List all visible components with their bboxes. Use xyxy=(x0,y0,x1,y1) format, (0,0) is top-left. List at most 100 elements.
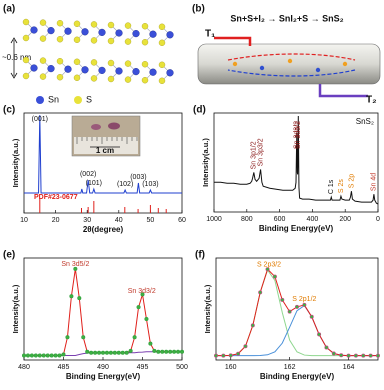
data-point xyxy=(85,349,90,354)
cold-wire xyxy=(318,84,368,98)
x-tick-label: 40 xyxy=(115,217,123,224)
particle xyxy=(315,67,321,73)
atom-sn xyxy=(166,31,174,39)
data-point xyxy=(353,353,358,358)
x-tick-label: 164 xyxy=(343,364,355,371)
ruler xyxy=(74,137,138,154)
atom-s xyxy=(124,76,132,83)
peak-label: (101) xyxy=(86,180,102,187)
data-point xyxy=(272,274,277,279)
peak-label: S 2s xyxy=(338,179,345,194)
hot-end-label: T₁ xyxy=(205,29,215,40)
panel-label: (d) xyxy=(193,105,206,116)
data-point xyxy=(140,292,145,297)
data-point xyxy=(280,297,285,302)
data-point xyxy=(89,350,94,355)
panel-b: (b) Sn+S+I₂ → SnI₂+S → SnS₂ T₁ T₂ xyxy=(192,4,381,106)
plot-frame xyxy=(215,257,379,361)
atom-sn xyxy=(115,29,123,37)
data-point xyxy=(176,349,181,354)
tube xyxy=(197,43,381,85)
x-tick-label: 50 xyxy=(147,217,155,224)
y-axis-label: Intensity(a.u.) xyxy=(11,138,20,187)
data-point xyxy=(180,349,185,354)
data-point xyxy=(112,350,117,355)
data-point xyxy=(302,302,307,307)
atom-sn xyxy=(64,65,72,73)
atom-s xyxy=(124,38,132,45)
flow-arrow xyxy=(227,69,356,77)
crystal xyxy=(108,122,120,130)
data-point xyxy=(243,344,248,349)
y-axis-label: Intensity(a.u.) xyxy=(201,138,210,187)
atom-sn xyxy=(30,64,38,72)
data-point xyxy=(57,353,62,358)
data-point xyxy=(93,350,98,355)
x-tick-label: 600 xyxy=(274,216,286,223)
atom-s xyxy=(90,21,98,28)
x-axis-label: 2θ(degree) xyxy=(83,225,124,234)
plot-frame xyxy=(213,112,379,213)
legend-label: Sn xyxy=(48,94,59,104)
data-point xyxy=(61,352,66,357)
data-point xyxy=(160,349,165,354)
peak-label: (002) xyxy=(80,171,96,178)
atom-s xyxy=(22,34,30,42)
atom-s xyxy=(39,35,47,42)
atom-s xyxy=(73,36,81,43)
legend-sn-marker xyxy=(36,96,44,104)
data-point xyxy=(37,353,42,358)
atom-sn xyxy=(81,28,89,36)
data-point xyxy=(368,353,373,358)
atom-s xyxy=(90,59,98,66)
data-point xyxy=(33,353,38,358)
atom-s xyxy=(39,73,47,80)
data-point xyxy=(53,353,58,358)
x-axis-label: Binding Energy(eV) xyxy=(260,372,335,381)
cold-end-label: T₂ xyxy=(366,95,377,106)
data-point xyxy=(172,349,177,354)
atom-sn xyxy=(115,67,123,75)
atom-s xyxy=(56,36,64,43)
peak-label: Sn 3d3/2 xyxy=(128,288,156,295)
atom-s xyxy=(73,58,81,65)
atom-s xyxy=(22,18,30,26)
atom-sn xyxy=(149,30,157,38)
peak-label: S 2p xyxy=(348,174,355,189)
data-point xyxy=(214,353,219,358)
particle xyxy=(342,61,348,67)
data-point xyxy=(136,305,141,310)
x-tick-label: 400 xyxy=(307,216,319,223)
atom-s xyxy=(56,58,64,65)
atom-sn xyxy=(47,27,55,35)
atom-s xyxy=(39,57,47,64)
data-point xyxy=(152,348,157,353)
data-point xyxy=(148,341,153,346)
particle xyxy=(232,61,238,67)
atom-sn xyxy=(81,66,89,74)
atom-s xyxy=(158,23,166,30)
data-point xyxy=(132,335,137,340)
data-point xyxy=(294,304,299,309)
atom-s xyxy=(56,20,64,27)
plot-frame xyxy=(23,257,183,361)
atom-s xyxy=(158,61,166,69)
data-point xyxy=(128,348,133,353)
data-point xyxy=(21,353,26,358)
data-point xyxy=(101,350,106,355)
atom-s xyxy=(107,59,115,67)
series-line xyxy=(214,115,379,205)
peak-label: S 2p1/2 xyxy=(292,296,316,303)
panel-label: (f) xyxy=(195,250,205,261)
peak-label: Sn 4d xyxy=(371,173,378,191)
peak-label: S 2p3/2 xyxy=(257,262,281,269)
data-point xyxy=(25,353,30,358)
subtitle: SnS₂ xyxy=(356,117,374,126)
spacing-label: ~0.6 nm xyxy=(2,53,31,62)
x-tick-label: 1000 xyxy=(206,216,222,223)
x-tick-label: 60 xyxy=(178,217,186,224)
y-axis-label: Intensity(a.u.) xyxy=(11,284,20,333)
atom-sn xyxy=(30,26,38,34)
x-tick-label: 162 xyxy=(284,364,296,371)
